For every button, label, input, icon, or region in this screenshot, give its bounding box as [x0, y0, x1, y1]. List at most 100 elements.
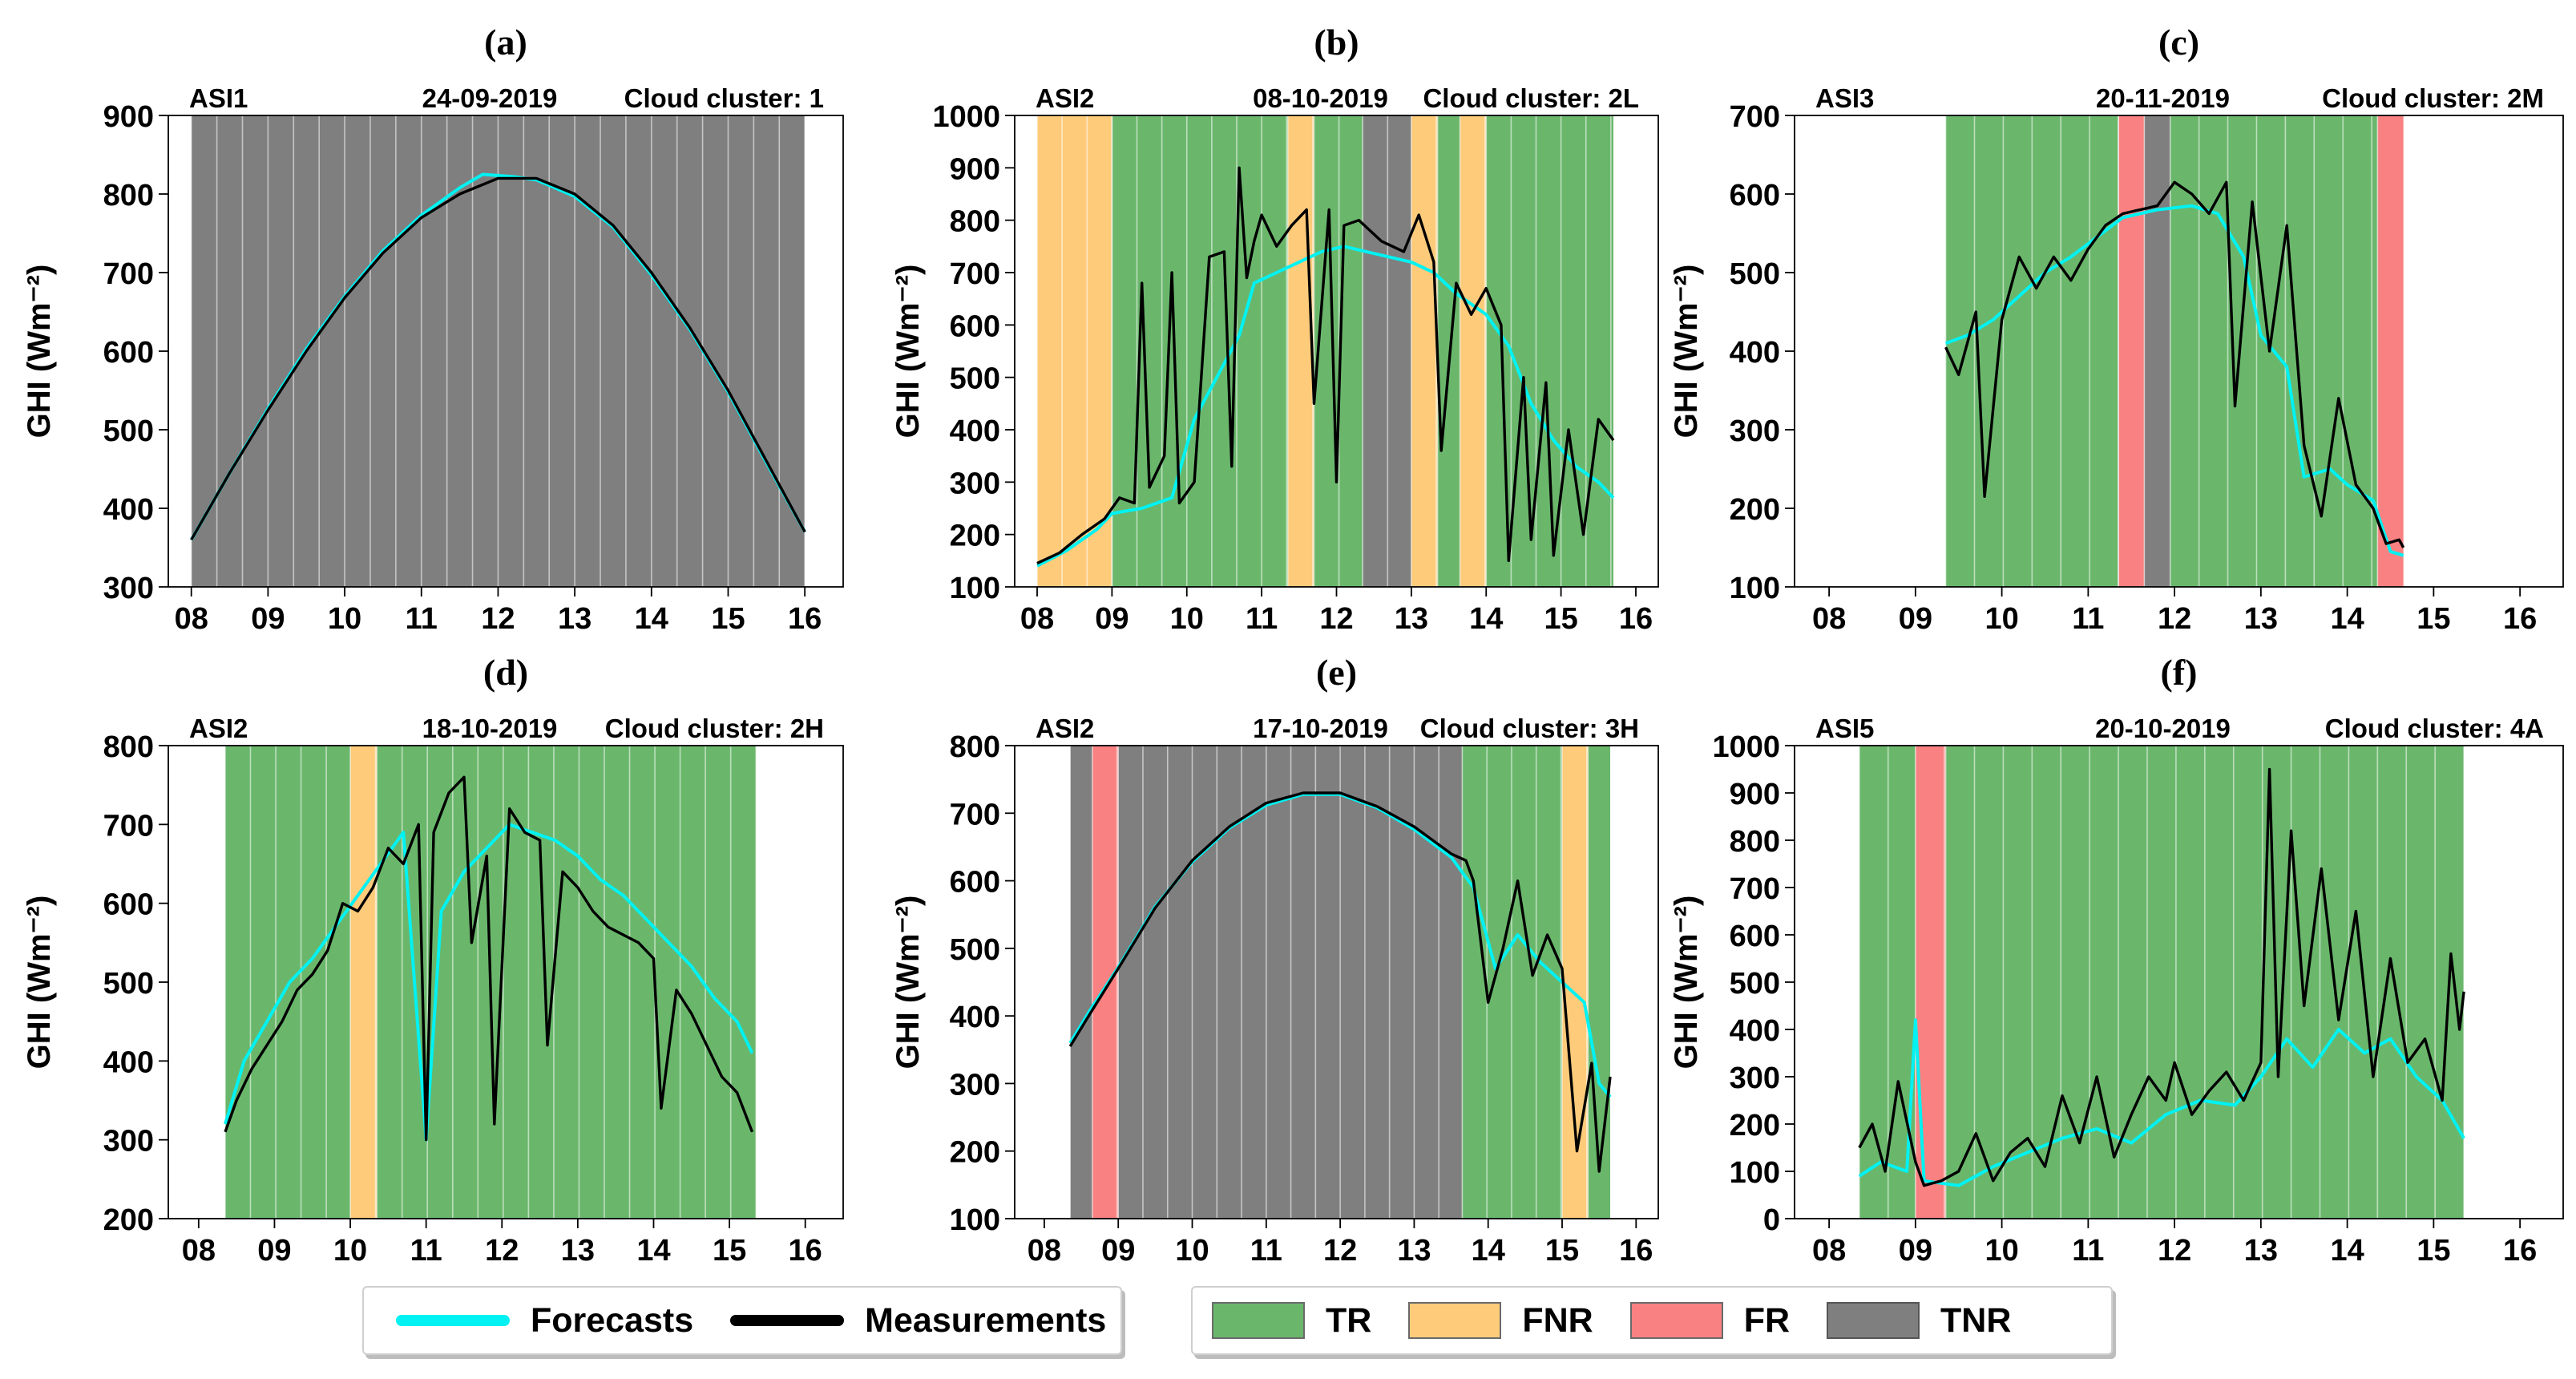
- x-tick-label: 15: [1545, 1234, 1579, 1268]
- y-tick-label: 400: [103, 1045, 154, 1079]
- legend-swatch: [1408, 1302, 1502, 1339]
- forecast-line: [1036, 245, 1615, 568]
- legend-categories: TR FNR FR TNR: [1191, 1286, 2113, 1355]
- y-tick-label: 800: [1730, 825, 1780, 859]
- y-tick-label: 600: [950, 309, 1000, 343]
- y-tick-label: 700: [1730, 872, 1780, 906]
- cloud-cluster-label: Cloud cluster: 2H: [605, 714, 824, 743]
- legend-swatch: [1629, 1302, 1723, 1339]
- y-tick-label: 400: [1730, 336, 1780, 370]
- date-label: 17-10-2019: [1253, 714, 1388, 743]
- segment-fnr: [1287, 115, 1314, 587]
- legend-label: Measurements: [865, 1300, 1107, 1340]
- y-tick-label: 500: [950, 933, 1000, 967]
- date-label: 08-10-2019: [1253, 83, 1388, 113]
- y-tick-label: 200: [950, 1136, 1000, 1170]
- legend-item-fnr: FNR: [1408, 1301, 1593, 1341]
- legend-item-tr: TR: [1212, 1301, 1371, 1341]
- segment-tr: [377, 746, 757, 1219]
- forecast-line: [224, 823, 754, 1142]
- segment-fr: [1092, 746, 1119, 1219]
- segment-tr: [224, 746, 351, 1219]
- x-tick-label: 13: [1397, 1234, 1431, 1268]
- legend-swatch: [396, 1315, 510, 1326]
- y-tick-label: 100: [1730, 572, 1780, 605]
- x-tick-label: 15: [1544, 602, 1577, 636]
- segment-tr: [1588, 746, 1611, 1219]
- y-tick-label: 200: [103, 1203, 154, 1237]
- segment-tnr: [2144, 115, 2170, 587]
- y-tick-label: 600: [103, 888, 154, 922]
- y-tick-label: 900: [103, 100, 154, 134]
- camera-label: ASI3: [1815, 83, 1874, 113]
- legend-swatch: [1212, 1302, 1305, 1339]
- segment-tr: [1859, 746, 1916, 1219]
- cloud-cluster-label: Cloud cluster: 2L: [1423, 83, 1639, 113]
- x-tick-label: 14: [1472, 1234, 1505, 1268]
- y-tick-label: 700: [950, 257, 1000, 291]
- x-tick-label: 08: [1020, 602, 1054, 636]
- x-tick-label: 09: [1899, 1234, 1932, 1268]
- x-tick-label: 11: [1246, 602, 1278, 636]
- panel-title: (b): [1314, 22, 1359, 63]
- x-tick-label: 15: [2417, 602, 2450, 636]
- y-axis-label: GHI (Wm⁻²): [890, 265, 926, 439]
- y-tick-label: 300: [950, 1068, 1000, 1102]
- x-tick-label: 16: [1619, 1234, 1653, 1268]
- segment-fr: [2377, 115, 2404, 587]
- y-axis-label: GHI (Wm⁻²): [1669, 265, 1704, 439]
- y-tick-label: 800: [950, 205, 1000, 239]
- x-tick-label: 16: [788, 602, 822, 636]
- y-tick-label: 0: [1763, 1203, 1780, 1237]
- segment-fnr: [1037, 115, 1112, 587]
- x-tick-label: 15: [711, 602, 745, 636]
- x-tick-label: 12: [2158, 602, 2191, 636]
- y-tick-label: 500: [103, 967, 154, 1001]
- cloud-cluster-label: Cloud cluster: 2M: [2322, 83, 2544, 113]
- x-tick-label: 14: [636, 1234, 670, 1268]
- segment-tr: [1437, 115, 1460, 587]
- x-tick-label: 09: [1095, 602, 1129, 636]
- segment-tr: [1486, 115, 1613, 587]
- x-tick-label: 10: [1984, 1234, 2018, 1268]
- measurement-line: [1036, 166, 1615, 565]
- y-tick-label: 600: [103, 336, 154, 370]
- x-tick-label: 10: [1175, 1234, 1209, 1268]
- x-tick-label: 13: [1395, 602, 1428, 636]
- x-tick-label: 10: [1984, 602, 2018, 636]
- legend-swatch: [1827, 1302, 1920, 1339]
- x-tick-label: 14: [635, 602, 668, 636]
- y-tick-label: 400: [950, 415, 1000, 448]
- segment-fr: [1915, 746, 1946, 1219]
- x-tick-label: 11: [406, 602, 438, 636]
- legend-label: FNR: [1522, 1300, 1593, 1340]
- y-tick-label: 800: [103, 179, 154, 212]
- segment-fnr: [350, 746, 378, 1219]
- x-tick-label: 13: [558, 602, 592, 636]
- segment-fr: [2118, 115, 2145, 587]
- x-tick-label: 11: [2072, 1234, 2104, 1268]
- legend-lines: Forecasts Measurements: [362, 1286, 1122, 1355]
- y-axis-label: GHI (Wm⁻²): [22, 896, 57, 1070]
- x-tick-label: 16: [789, 1234, 822, 1268]
- forecast-line: [1858, 1018, 2465, 1187]
- legend-item-forecast: Forecasts: [396, 1301, 693, 1341]
- panel-title: (e): [1316, 652, 1357, 693]
- y-tick-label: 200: [950, 520, 1000, 553]
- y-tick-label: 300: [103, 1125, 154, 1159]
- y-tick-label: 300: [103, 572, 154, 605]
- y-tick-label: 500: [950, 362, 1000, 396]
- y-tick-label: 300: [950, 467, 1000, 500]
- x-tick-label: 10: [333, 1234, 367, 1268]
- x-tick-label: 11: [1250, 1234, 1282, 1268]
- y-axis-label: GHI (Wm⁻²): [22, 265, 57, 439]
- y-tick-label: 600: [1730, 179, 1780, 212]
- y-tick-label: 500: [103, 415, 154, 448]
- y-tick-label: 200: [1730, 1109, 1780, 1142]
- y-tick-label: 100: [950, 572, 1000, 605]
- x-tick-label: 13: [2244, 602, 2278, 636]
- x-tick-label: 08: [1028, 1234, 1061, 1268]
- x-tick-label: 11: [410, 1234, 442, 1268]
- y-axis-label: GHI (Wm⁻²): [1669, 896, 1704, 1070]
- legend-swatch: [730, 1315, 845, 1326]
